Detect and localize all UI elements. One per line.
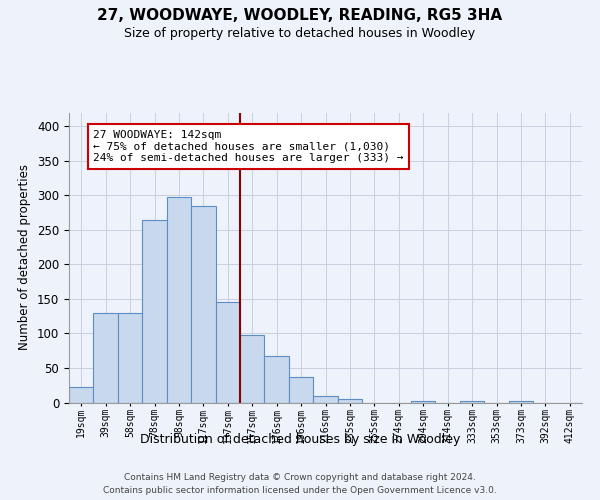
Bar [411, 401, 436, 402]
Text: 27 WOODWAYE: 142sqm
← 75% of detached houses are smaller (1,030)
24% of semi-det: 27 WOODWAYE: 142sqm ← 75% of detached ho… [94, 130, 404, 163]
Y-axis label: Number of detached properties: Number of detached properties [19, 164, 31, 350]
Bar [240, 335, 265, 402]
Bar [167, 196, 191, 402]
Text: Size of property relative to detached houses in Woodley: Size of property relative to detached ho… [124, 28, 476, 40]
Bar [338, 399, 362, 402]
Bar [313, 396, 338, 402]
Bar [94, 314, 118, 402]
Text: Distribution of detached houses by size in Woodley: Distribution of detached houses by size … [140, 432, 460, 446]
Bar [191, 206, 215, 402]
Bar [509, 401, 533, 402]
Text: Contains HM Land Registry data © Crown copyright and database right 2024.: Contains HM Land Registry data © Crown c… [124, 472, 476, 482]
Bar [289, 377, 313, 402]
Text: 27, WOODWAYE, WOODLEY, READING, RG5 3HA: 27, WOODWAYE, WOODLEY, READING, RG5 3HA [97, 8, 503, 22]
Bar [265, 356, 289, 403]
Bar [460, 401, 484, 402]
Text: Contains public sector information licensed under the Open Government Licence v3: Contains public sector information licen… [103, 486, 497, 495]
Bar [215, 302, 240, 402]
Bar [142, 220, 167, 402]
Bar [118, 314, 142, 402]
Bar [69, 388, 94, 402]
